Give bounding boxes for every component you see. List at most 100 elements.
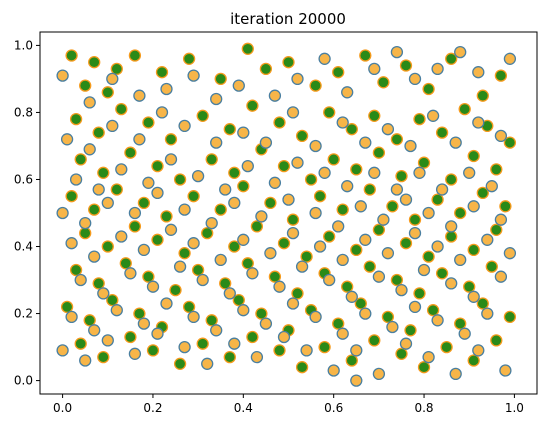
scatter-point — [178, 340, 191, 354]
scatter-point — [277, 159, 291, 173]
scatter-point — [386, 320, 399, 334]
scatter-point — [273, 116, 286, 129]
scatter-point — [472, 116, 485, 129]
scatter-point — [255, 307, 268, 320]
scatter-point — [223, 350, 236, 364]
scatter-point — [286, 106, 300, 119]
scatter-point — [237, 233, 250, 246]
scatter-point — [422, 250, 435, 263]
scatter-point — [237, 180, 250, 193]
scatter-point — [173, 173, 187, 186]
scatter-point — [408, 72, 422, 86]
scatter-point — [336, 116, 349, 129]
scatter-point — [151, 233, 164, 246]
scatter-point — [128, 347, 142, 360]
scatter-point — [173, 260, 187, 273]
scatter-point — [97, 350, 110, 364]
scatter-point — [413, 287, 426, 300]
scatter-point — [476, 186, 489, 200]
scatter-point — [458, 327, 471, 340]
scatter-point — [241, 257, 254, 270]
scatter-point — [228, 337, 241, 350]
scatter-point — [79, 354, 92, 367]
x-axis-ticks: 0.0 0.2 0.4 0.6 0.8 1.0 — [53, 394, 524, 415]
scatter-point — [413, 112, 426, 126]
y-axis-ticks: 0.0 0.2 0.4 0.6 0.8 1.0 — [14, 38, 40, 388]
scatter-point — [250, 350, 264, 364]
scatter-point — [259, 62, 273, 76]
scatter-point — [115, 230, 128, 243]
scatter-point — [445, 277, 458, 290]
scatter-point — [476, 89, 489, 102]
scatter-point — [327, 153, 340, 166]
scatter-point — [187, 190, 200, 203]
scatter-point — [277, 237, 291, 250]
scatter-point — [368, 109, 381, 122]
plot-frame — [39, 31, 538, 395]
scatter-point — [390, 273, 404, 287]
scatter-point — [435, 267, 449, 280]
scatter-point — [332, 317, 345, 330]
scatter-point — [390, 133, 404, 146]
scatter-point — [440, 340, 453, 354]
scatter-point — [408, 213, 422, 226]
scatter-point — [490, 334, 503, 347]
scatter-point — [155, 106, 169, 119]
scatter-point — [219, 183, 232, 196]
scatter-point — [395, 169, 408, 183]
scatter-point — [128, 220, 142, 233]
scatter-point — [494, 270, 508, 283]
scatter-point — [268, 270, 282, 283]
scatter-point — [368, 166, 381, 179]
scatter-point — [106, 72, 119, 86]
scatter-point — [422, 350, 435, 364]
scatter-point — [201, 357, 214, 370]
scatter-point — [426, 109, 440, 122]
scatter-point — [327, 364, 340, 377]
scatter-point — [92, 126, 105, 139]
scatter-point — [291, 156, 304, 169]
scatter-point — [463, 280, 476, 293]
scatter-point — [124, 330, 137, 344]
scatter-point — [142, 270, 155, 283]
scatter-point — [223, 287, 236, 300]
scatter-point — [295, 361, 309, 374]
y-tick-label: 0.0 — [14, 374, 33, 388]
scatter-point — [101, 334, 114, 347]
scatter-point — [205, 153, 218, 166]
scatter-point — [345, 123, 358, 136]
scatter-point — [499, 200, 512, 213]
scatter-point — [318, 166, 331, 179]
scatter-point — [56, 69, 69, 82]
scatter-point — [214, 253, 227, 267]
scatter-point — [106, 119, 119, 133]
scatter-point — [151, 159, 164, 173]
scatter-point — [110, 304, 123, 317]
scatter-point — [399, 237, 413, 250]
scatter-point — [431, 62, 444, 76]
scatter-point — [83, 314, 96, 327]
scatter-point — [368, 62, 381, 76]
scatter-point — [503, 247, 517, 260]
scatter-point — [160, 297, 173, 310]
scatter-point — [110, 62, 123, 76]
scatter-point — [115, 102, 128, 116]
scatter-point — [246, 267, 259, 280]
scatter-point — [79, 216, 92, 230]
scatter-point — [395, 283, 408, 297]
scatter-point — [381, 247, 395, 260]
scatter-point — [259, 317, 273, 330]
scatter-point — [350, 374, 363, 387]
scatter-point — [146, 344, 160, 357]
scatter-point — [417, 156, 431, 169]
scatter-point — [350, 163, 363, 176]
scatter-point — [119, 257, 132, 270]
scatter-point — [467, 149, 480, 163]
scatter-point — [74, 273, 87, 287]
y-tick-label: 0.8 — [14, 105, 33, 119]
scatter-point — [214, 203, 227, 216]
scatter-point — [309, 206, 322, 220]
scatter-point — [295, 129, 309, 143]
scatter-point — [445, 230, 458, 243]
scatter-point — [286, 226, 300, 240]
